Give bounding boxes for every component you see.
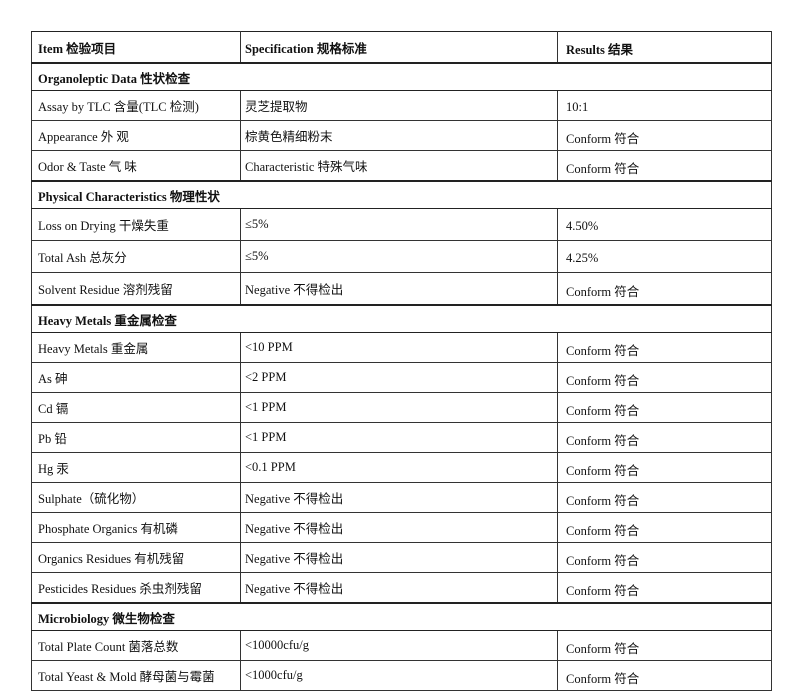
table-row: Total Plate Count 菌落总数 <10000cfu/g Conform…: [31, 630, 772, 661]
specification-cell: ≤5%: [240, 240, 558, 273]
specification-cell: Negative 不得检出: [240, 482, 558, 513]
table-row: Solvent Residue 溶剂残留 Negative 不得检出 Conform…: [31, 272, 772, 306]
header-specification: Specification 规格标准: [240, 31, 558, 64]
result-cell: Conform 符合: [557, 332, 772, 363]
specification-cell: Characteristic 特殊气味: [240, 150, 558, 182]
specification-cell: <1000cfu/g: [240, 660, 558, 691]
specification-cell: 棕黄色精细粉末: [240, 120, 558, 151]
section-title: Organoleptic Data 性状检查: [31, 62, 772, 91]
item-cell: Assay by TLC 含量(TLC 检测): [31, 90, 241, 121]
item-cell: Loss on Drying 干燥失重: [31, 208, 241, 241]
result-cell: Conform 符合: [557, 120, 772, 151]
specification-cell: <1 PPM: [240, 392, 558, 423]
result-cell: Conform 符合: [557, 482, 772, 513]
section-row: Organoleptic Data 性状检查: [31, 62, 772, 91]
result-cell: 4.25%: [557, 240, 772, 273]
item-cell: Cd 镉: [31, 392, 241, 423]
table-row: As 砷 <2 PPM Conform 符合: [31, 362, 772, 393]
result-cell: Conform 符合: [557, 362, 772, 393]
table-header-row: Item 检验项目 Specification 规格标准 Results 结果: [31, 31, 772, 64]
result-cell: 10:1: [557, 90, 772, 121]
table-row: Heavy Metals 重金属 <10 PPM Conform 符合: [31, 332, 772, 363]
table-row: Pb 铅 <1 PPM Conform 符合: [31, 422, 772, 453]
table-row: Loss on Drying 干燥失重 ≤5% 4.50%: [31, 208, 772, 241]
specification-cell: <10 PPM: [240, 332, 558, 363]
item-cell: Total Yeast & Mold 酵母菌与霉菌: [31, 660, 241, 691]
item-cell: Pb 铅: [31, 422, 241, 453]
header-item: Item 检验项目: [31, 31, 241, 64]
table-row: Assay by TLC 含量(TLC 检测) 灵芝提取物 10:1: [31, 90, 772, 121]
specification-cell: Negative 不得检出: [240, 542, 558, 573]
result-cell: Conform 符合: [557, 542, 772, 573]
result-cell: Conform 符合: [557, 150, 772, 182]
specification-cell: 灵芝提取物: [240, 90, 558, 121]
section-row: Heavy Metals 重金属检查: [31, 304, 772, 333]
item-cell: Total Ash 总灰分: [31, 240, 241, 273]
table-row: Total Yeast & Mold 酵母菌与霉菌 <1000cfu/g Confo…: [31, 660, 772, 691]
header-results: Results 结果: [557, 31, 772, 64]
table-row: Odor & Taste 气 味 Characteristic 特殊气味 Confo…: [31, 150, 772, 182]
item-cell: Hg 汞: [31, 452, 241, 483]
result-cell: Conform 符合: [557, 660, 772, 691]
item-cell: Odor & Taste 气 味: [31, 150, 241, 182]
result-cell: Conform 符合: [557, 572, 772, 604]
table-row: Total Ash 总灰分 ≤5% 4.25%: [31, 240, 772, 273]
item-cell: Total Plate Count 菌落总数: [31, 630, 241, 661]
table-row: Organics Residues 有机残留 Negative 不得检出 Confo…: [31, 542, 772, 573]
result-cell: Conform 符合: [557, 512, 772, 543]
specification-cell: <0.1 PPM: [240, 452, 558, 483]
item-cell: Organics Residues 有机残留: [31, 542, 241, 573]
result-cell: Conform 符合: [557, 422, 772, 453]
item-cell: Appearance 外 观: [31, 120, 241, 151]
specification-cell: <10000cfu/g: [240, 630, 558, 661]
item-cell: Heavy Metals 重金属: [31, 332, 241, 363]
table-row: Phosphate Organics 有机磷 Negative 不得检出 Confo…: [31, 512, 772, 543]
specification-table: Item 检验项目 Specification 规格标准 Results 结果 …: [31, 31, 772, 691]
result-cell: Conform 符合: [557, 392, 772, 423]
item-cell: As 砷: [31, 362, 241, 393]
result-cell: Conform 符合: [557, 272, 772, 306]
result-cell: Conform 符合: [557, 630, 772, 661]
table-row: Cd 镉 <1 PPM Conform 符合: [31, 392, 772, 423]
section-title: Physical Characteristics 物理性状: [31, 180, 772, 209]
table-row: Pesticides Residues 杀虫剂残留 Negative 不得检出 Co…: [31, 572, 772, 604]
section-row: Microbiology 微生物检查: [31, 602, 772, 631]
table-row: Hg 汞 <0.1 PPM Conform 符合: [31, 452, 772, 483]
item-cell: Sulphate（硫化物）: [31, 482, 241, 513]
item-cell: Solvent Residue 溶剂残留: [31, 272, 241, 306]
specification-cell: Negative 不得检出: [240, 572, 558, 604]
specification-cell: Negative 不得检出: [240, 272, 558, 306]
result-cell: 4.50%: [557, 208, 772, 241]
result-cell: Conform 符合: [557, 452, 772, 483]
section-row: Physical Characteristics 物理性状: [31, 180, 772, 209]
specification-cell: ≤5%: [240, 208, 558, 241]
table-row: Appearance 外 观棕黄色精细粉末 Conform 符合: [31, 120, 772, 151]
specification-cell: Negative 不得检出: [240, 512, 558, 543]
specification-cell: <2 PPM: [240, 362, 558, 393]
specification-cell: <1 PPM: [240, 422, 558, 453]
item-cell: Phosphate Organics 有机磷: [31, 512, 241, 543]
section-title: Heavy Metals 重金属检查: [31, 304, 772, 333]
item-cell: Pesticides Residues 杀虫剂残留: [31, 572, 241, 604]
section-title: Microbiology 微生物检查: [31, 602, 772, 631]
table-row: Sulphate（硫化物） Negative 不得检出 Conform 符合: [31, 482, 772, 513]
